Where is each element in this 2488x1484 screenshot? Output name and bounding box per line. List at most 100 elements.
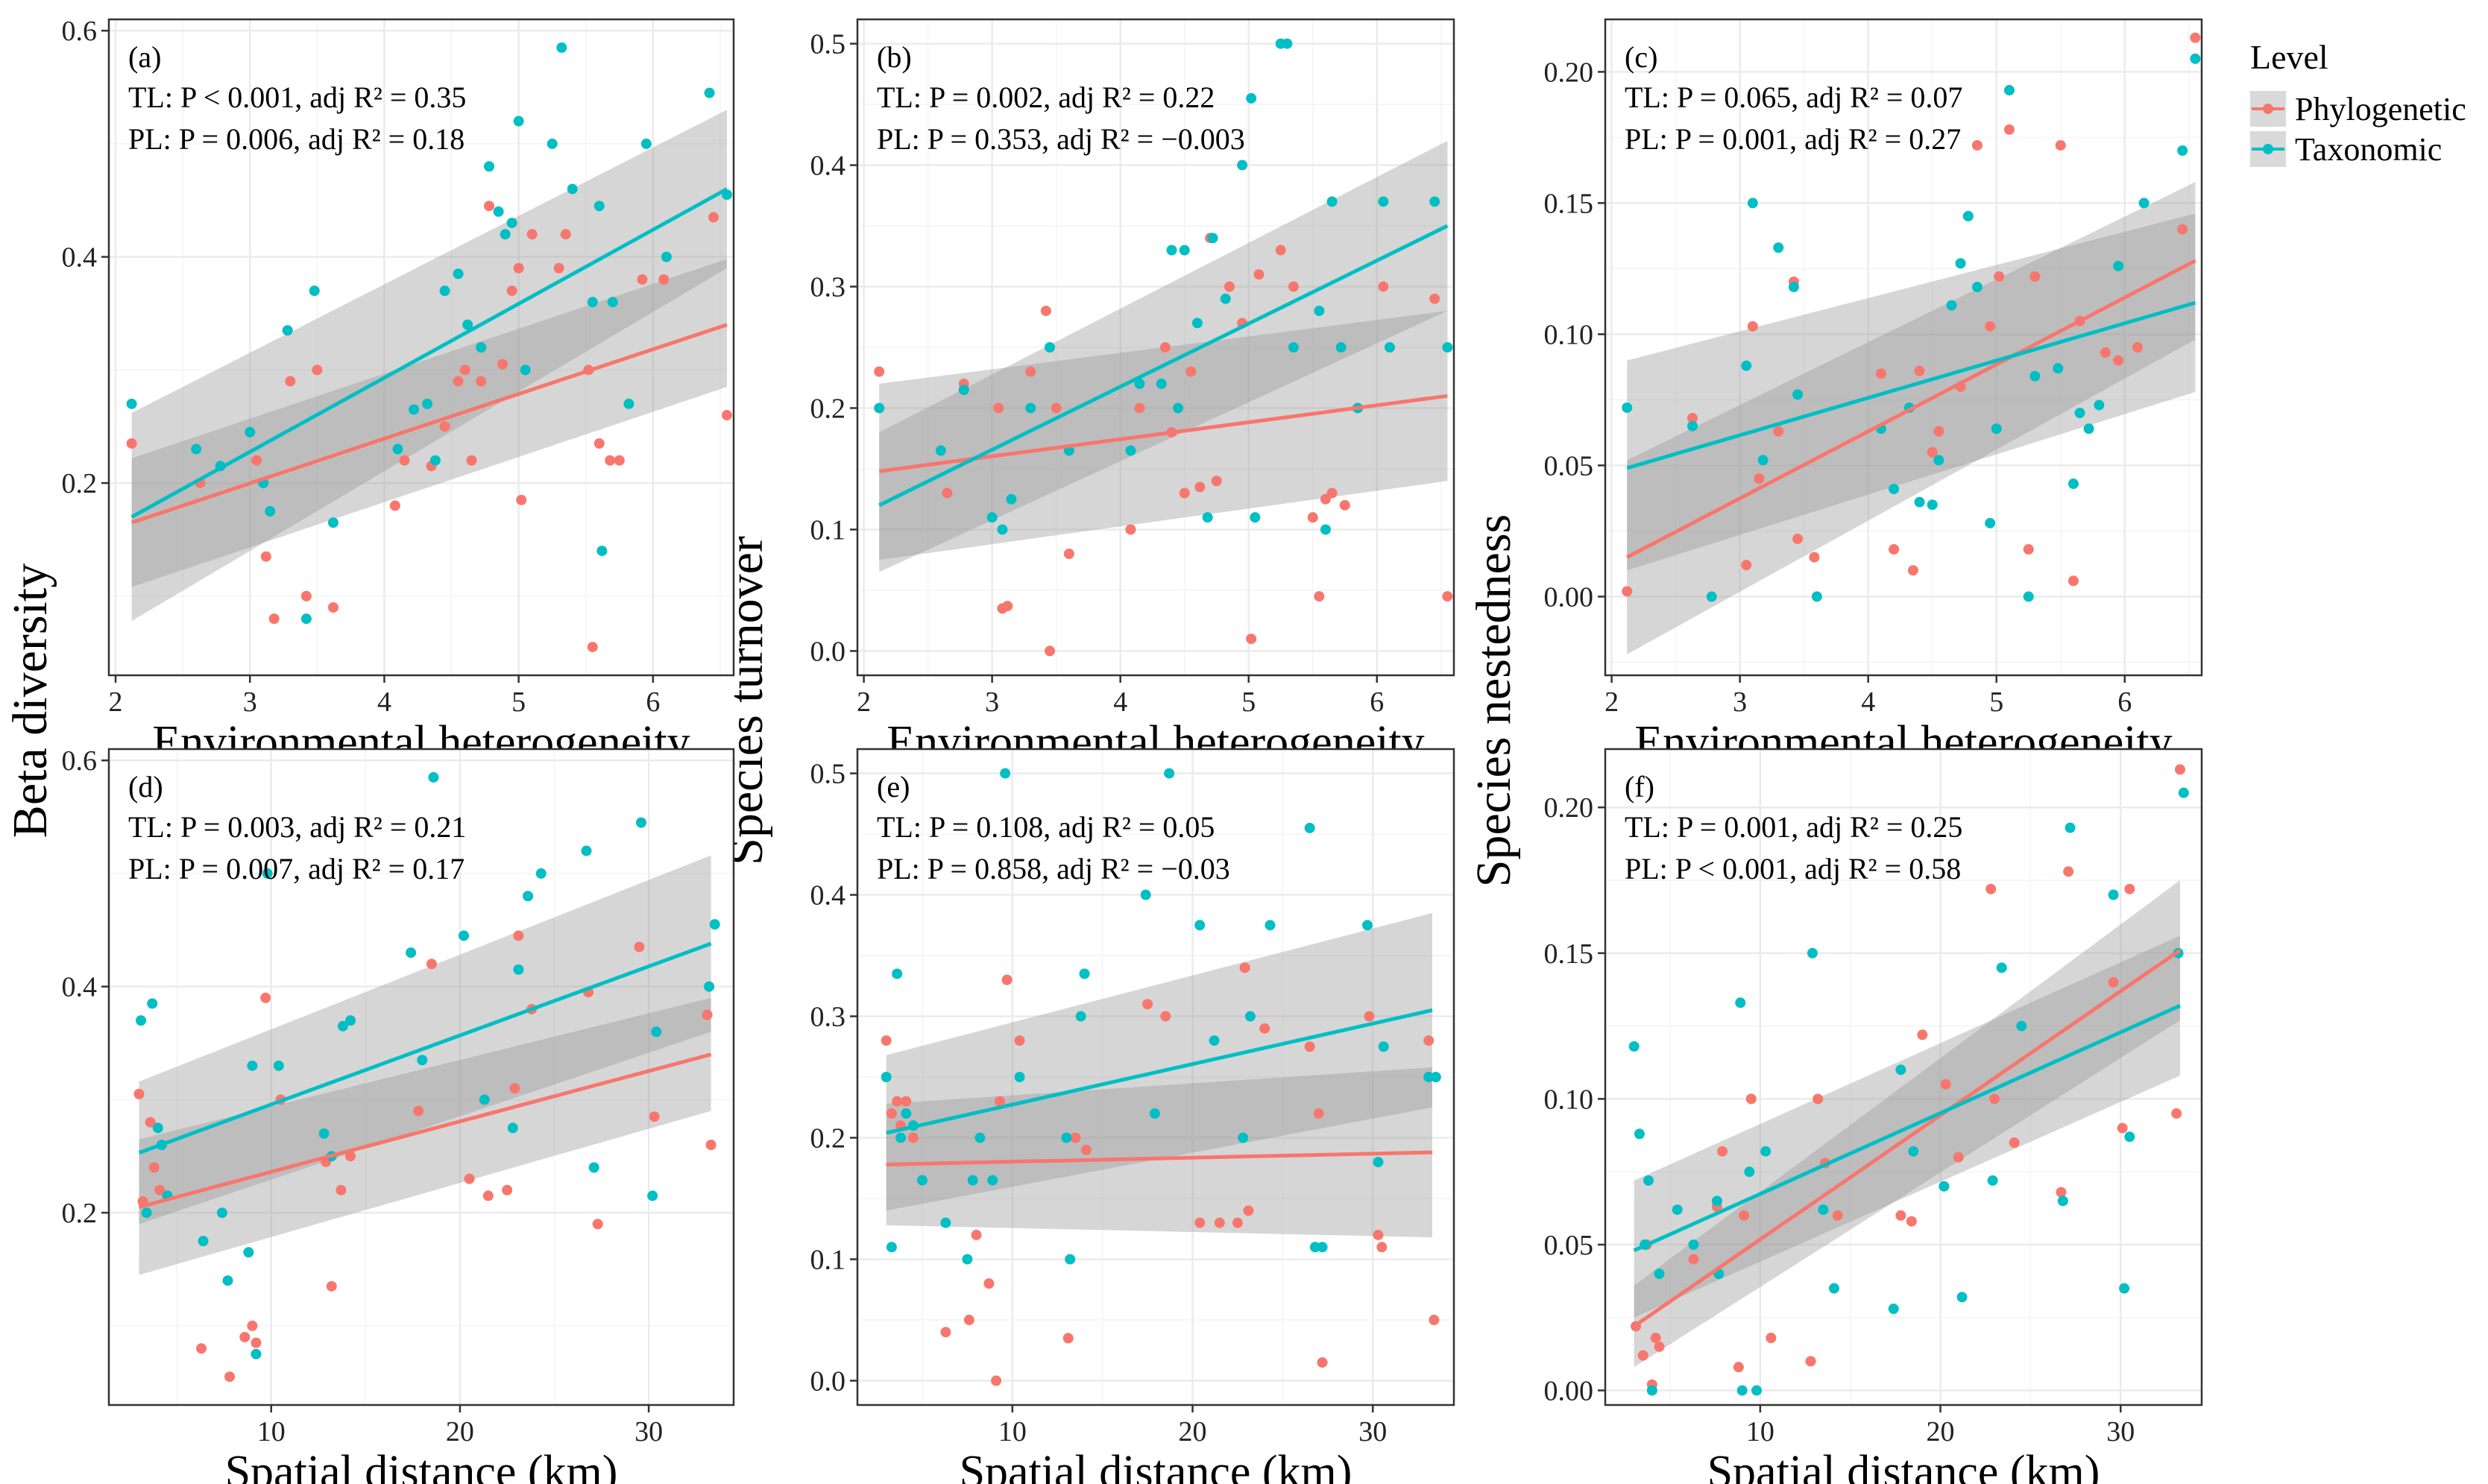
point-phylogenetic [345,1151,356,1162]
point-taxonomic [406,947,417,959]
y-tick-label: 0.1 [810,514,846,546]
x-tick-label: 3 [985,686,999,718]
panel-c: 2 3 4 5 6 0.00 0.05 0.10 0.15 0.20 (c) TL: P = 0.06… [1544,18,2203,768]
point-phylogenetic [1062,1333,1074,1344]
point-phylogenetic [506,285,517,297]
point-taxonomic [1908,1146,1919,1157]
point-taxonomic [222,1275,233,1286]
point-phylogenetic [326,1281,337,1292]
point-phylogenetic [224,1371,236,1383]
point-taxonomic [282,325,293,336]
point-phylogenetic [593,438,605,449]
legend-label-taxonomic: Taxonomic [2295,131,2442,168]
point-taxonomic [2113,260,2124,271]
point-taxonomic [997,524,1008,535]
point-phylogenetic [1253,269,1265,280]
point-taxonomic [1238,1132,1249,1143]
point-phylogenetic [1288,281,1299,292]
point-taxonomic [1220,293,1231,304]
stat-pl: PL: P < 0.001, adj R² = 0.58 [1625,852,1961,885]
point-phylogenetic [1927,446,1938,458]
point-taxonomic [1237,160,1248,171]
legend-dot-taxonomic [2263,144,2273,154]
point-taxonomic [1773,242,1784,253]
x-tick-label: 20 [1927,1416,1955,1447]
point-phylogenetic [459,364,470,376]
fit-line-taxonomic [886,1008,1433,1135]
point-taxonomic [136,1015,147,1026]
point-taxonomic [1646,1385,1657,1396]
legend-dot-phylogenetic [2263,104,2273,114]
point-taxonomic [1166,244,1177,256]
point-taxonomic [1628,1041,1640,1052]
point-taxonomic [1688,1239,1699,1250]
point-phylogenetic [1813,1093,1824,1105]
point-taxonomic [958,385,969,396]
point-taxonomic [1430,1072,1441,1082]
point-taxonomic [1373,1157,1384,1168]
stat-pl: PL: P = 0.007, adj R² = 0.17 [128,852,464,885]
point-taxonomic [265,506,276,517]
point-taxonomic [647,1190,658,1202]
point-phylogenetic [892,1096,903,1107]
point-phylogenetic [1622,586,1633,597]
point-taxonomic [243,1247,254,1258]
point-taxonomic [1429,196,1440,207]
point-phylogenetic [2067,575,2079,587]
y-tick-label: 0.6 [62,745,98,777]
point-taxonomic [2074,408,2085,418]
point-phylogenetic [327,602,338,613]
point-phylogenetic [389,500,400,511]
point-phylogenetic [1002,601,1013,612]
point-phylogenetic [1917,1029,1928,1041]
point-phylogenetic [2174,764,2185,775]
point-taxonomic [484,161,495,172]
panel-border [107,748,735,1406]
point-phylogenetic [1423,1035,1434,1046]
point-taxonomic [535,868,547,879]
point-taxonomic [1134,378,1145,389]
point-phylogenetic [1906,1216,1917,1227]
point-taxonomic [506,218,517,229]
point-taxonomic [152,1123,163,1134]
point-phylogenetic [2113,355,2124,366]
point-taxonomic [2053,363,2064,374]
y-tick-label: 0.00 [1544,581,1594,613]
point-taxonomic [1361,920,1373,931]
x-tick-label: 5 [1241,686,1256,718]
point-taxonomic [2177,145,2188,156]
point-taxonomic [607,297,618,308]
point-phylogenetic [426,959,437,970]
point-taxonomic [1265,920,1276,931]
point-taxonomic [1741,360,1752,371]
point-taxonomic [337,1020,348,1032]
point-taxonomic [917,1175,928,1186]
point-phylogenetic [2117,1123,2128,1134]
y-tick-label: 0.3 [810,272,846,303]
point-phylogenetic [560,229,571,240]
point-phylogenetic [2003,124,2015,135]
point-phylogenetic [605,455,616,466]
point-phylogenetic [637,274,648,285]
point-phylogenetic [1914,365,1925,376]
point-taxonomic [345,1015,356,1026]
point-phylogenetic [1940,1079,1951,1090]
point-phylogenetic [1364,1011,1375,1022]
stat-tl: TL: P < 0.001, adj R² = 0.35 [128,80,466,114]
point-taxonomic [422,398,433,409]
point-taxonomic [567,183,578,195]
point-phylogenetic [1747,321,1758,332]
y-tick-label: 0.4 [62,242,98,274]
point-phylogenetic [247,1320,258,1331]
point-phylogenetic [2124,883,2135,894]
point-taxonomic [935,445,946,456]
y-tick-label: 0.2 [810,1123,846,1154]
point-taxonomic [1962,211,1974,221]
point-taxonomic [1164,768,1175,779]
point-phylogenetic [1792,533,1804,544]
point-phylogenetic [1805,1356,1816,1367]
point-phylogenetic [399,455,410,466]
point-phylogenetic [1907,565,1918,576]
point-taxonomic [1173,402,1184,414]
panel-f: 10 20 30 0.00 0.05 0.10 0.15 0.20 (f) TL: P = 0.0… [1544,748,2203,1484]
